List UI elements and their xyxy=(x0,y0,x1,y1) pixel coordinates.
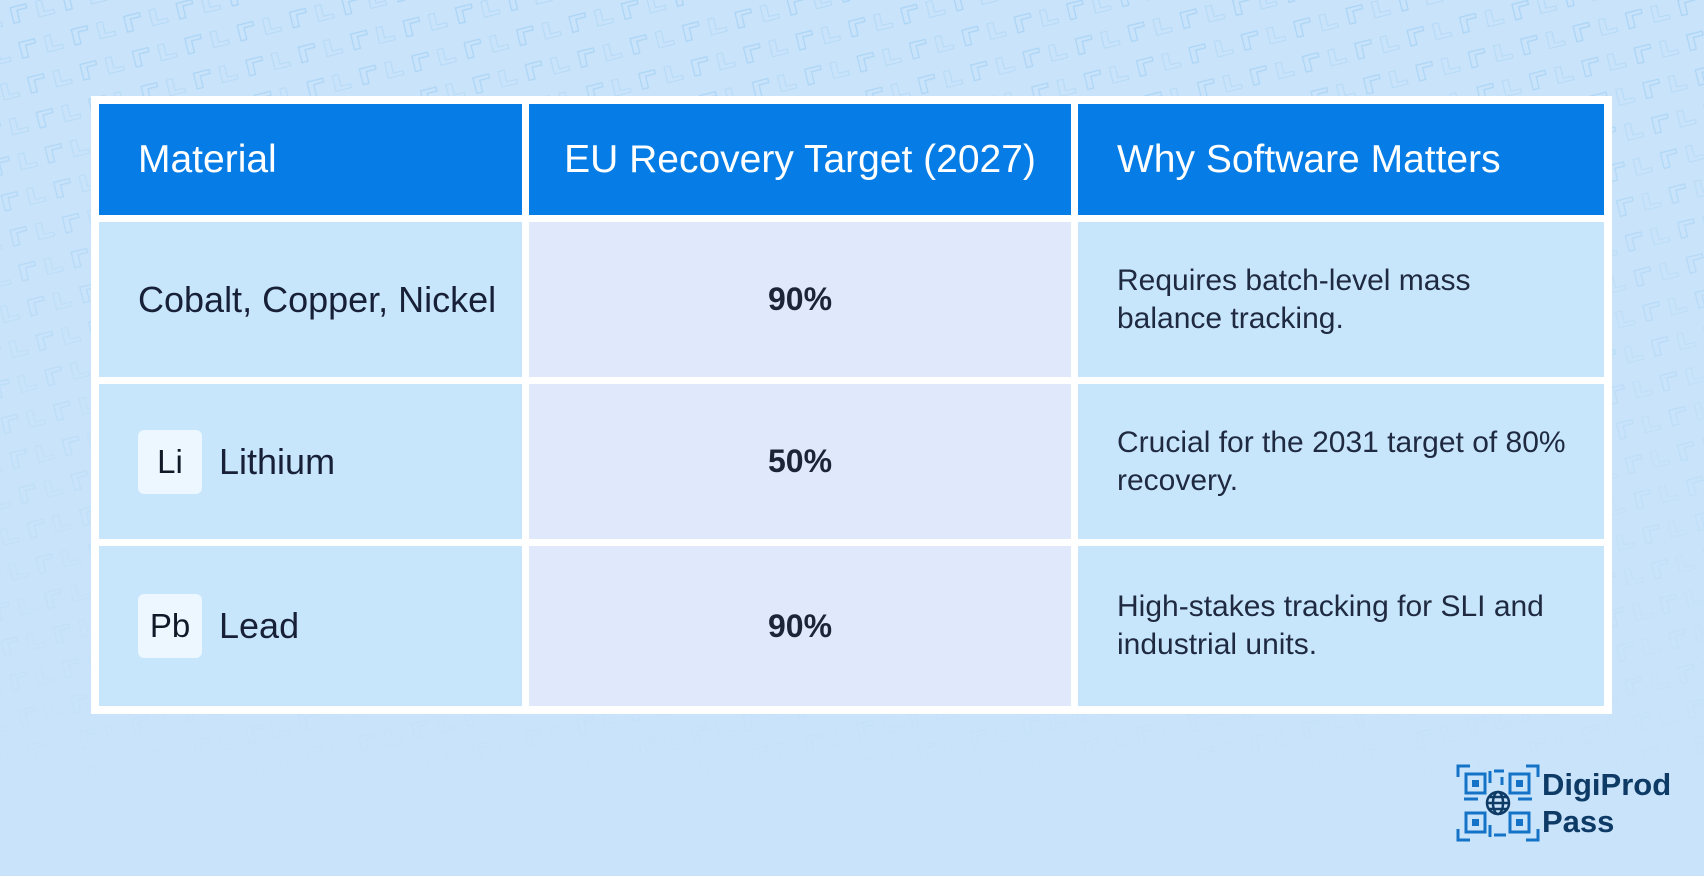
header-material: Material xyxy=(99,104,522,215)
header-eu-recovery-target: EU Recovery Target (2027) xyxy=(529,104,1071,215)
material-cell: Cobalt, Copper, Nickel xyxy=(99,222,522,377)
material-name: Lead xyxy=(219,605,300,646)
material-name: Cobalt, Copper, Nickel xyxy=(138,278,497,320)
lead-symbol-chip: Pb xyxy=(138,594,202,658)
target-value: 90% xyxy=(529,546,1071,706)
why-text: Crucial for the 2031 target of 80% recov… xyxy=(1078,384,1604,539)
header-why-software-matters: Why Software Matters xyxy=(1078,104,1604,215)
target-value: 90% xyxy=(529,222,1071,377)
brand-line-2: Pass xyxy=(1542,804,1615,839)
lithium-symbol-chip: Li xyxy=(138,429,202,494)
digiprod-pass-logo-icon xyxy=(1456,764,1540,842)
brand-line-1: DigiProd xyxy=(1542,767,1672,802)
why-text: Requires batch-level mass balance tracki… xyxy=(1078,222,1604,377)
material-cell: Li Lithium xyxy=(99,384,522,539)
target-value: 50% xyxy=(529,384,1071,539)
brand-name: DigiProd Pass xyxy=(1542,766,1702,840)
recovery-targets-table: Material EU Recovery Target (2027) Why S… xyxy=(91,96,1612,714)
material-name: Lithium xyxy=(219,440,336,482)
material-cell: Pb Lead xyxy=(99,546,522,706)
why-text: High-stakes tracking for SLI and industr… xyxy=(1078,546,1604,706)
